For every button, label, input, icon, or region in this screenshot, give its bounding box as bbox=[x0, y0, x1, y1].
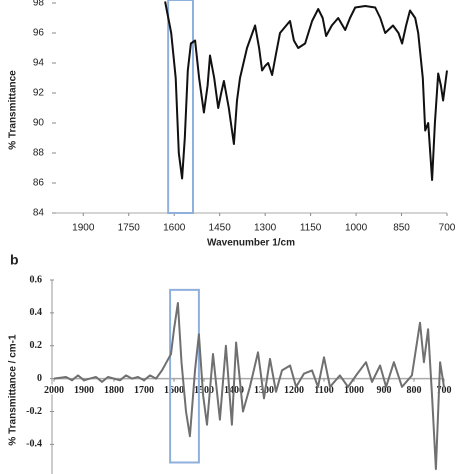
x-tick-label: 1200 bbox=[284, 385, 304, 396]
y-tick-label: 92 bbox=[33, 88, 45, 99]
x-tick-label: 850 bbox=[393, 223, 410, 234]
highlight-box bbox=[167, 0, 195, 214]
x-tick-label: 1150 bbox=[300, 223, 322, 234]
x-tick-label: 700 bbox=[439, 223, 456, 234]
x-tick-label: 1300 bbox=[254, 385, 274, 396]
x-tick-label: 1900 bbox=[72, 223, 95, 234]
x-tick-label: 2000 bbox=[44, 385, 64, 396]
y-tick-label: 98 bbox=[33, 0, 45, 9]
y-axis-label: % Transmittance bbox=[8, 70, 19, 150]
y-tick-label: 0 bbox=[37, 373, 42, 384]
x-tick-label: 1000 bbox=[345, 223, 368, 234]
highlight-box bbox=[169, 288, 200, 464]
y-axis-label: % Transmittance / cm-1 bbox=[8, 334, 19, 446]
data-line bbox=[164, 1, 448, 181]
x-tick-label: 900 bbox=[377, 385, 392, 396]
y-tick-label: -0.4 bbox=[26, 439, 42, 450]
y-tick-label: 96 bbox=[33, 28, 45, 39]
data-line bbox=[53, 302, 445, 471]
x-tick-label: 1700 bbox=[134, 385, 154, 396]
y-tick-label: 88 bbox=[33, 148, 45, 159]
panel-label: b bbox=[10, 252, 19, 268]
x-tick-label: 1750 bbox=[118, 223, 141, 234]
x-tick-label: 1600 bbox=[163, 223, 186, 234]
x-tick-label: 1800 bbox=[104, 385, 124, 396]
y-tick-label: 84 bbox=[33, 208, 45, 219]
y-tick-label: 0.4 bbox=[30, 307, 43, 318]
y-tick-label: 94 bbox=[33, 58, 45, 69]
x-tick-label: 1900 bbox=[74, 385, 94, 396]
y-tick-label: -0.2 bbox=[26, 406, 42, 417]
x-tick-label: 1450 bbox=[209, 223, 232, 234]
y-tick-label: 90 bbox=[33, 118, 45, 129]
x-tick-label: 800 bbox=[407, 385, 422, 396]
x-tick-label: 1600 bbox=[164, 385, 184, 396]
y-tick-label: 0.2 bbox=[30, 340, 43, 351]
x-axis-label: Wavenumber 1/cm bbox=[207, 238, 295, 249]
x-tick-label: 1300 bbox=[254, 223, 277, 234]
y-tick-label: 86 bbox=[33, 178, 45, 189]
y-tick-label: 0.6 bbox=[30, 274, 43, 285]
